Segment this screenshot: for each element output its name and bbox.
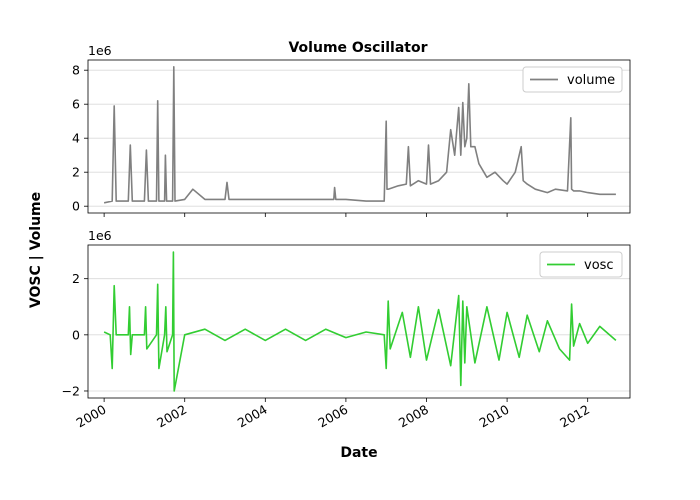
x-tick-label: 2008 xyxy=(396,402,431,431)
legend: vosc xyxy=(539,251,623,278)
series-line-vosc xyxy=(103,251,617,392)
x-tick-label: 2004 xyxy=(235,402,270,431)
y-tick-label: 2 xyxy=(72,271,80,286)
series-line-volume xyxy=(103,66,616,204)
x-tick-label: 2012 xyxy=(557,402,592,431)
y-tick-label: 4 xyxy=(72,131,80,146)
y-tick-label: 0 xyxy=(72,327,80,342)
legend: volume xyxy=(522,66,623,93)
y-tick-label: 8 xyxy=(72,63,80,78)
legend-label: volume xyxy=(567,73,615,88)
y-tick-label: 6 xyxy=(72,97,80,112)
y-axis-label: VOSC | Volume xyxy=(28,192,44,308)
x-tick-label: 2010 xyxy=(477,402,512,431)
plot-frame xyxy=(87,59,631,214)
chart-title: Volume Oscillator xyxy=(288,40,427,56)
y-tick-label: 2 xyxy=(72,165,80,180)
legend-box xyxy=(539,251,623,278)
panel-volume: 0 2 4 6 8 1e6 volume xyxy=(72,43,631,217)
legend-box xyxy=(522,66,623,93)
legend-label: vosc xyxy=(584,258,614,273)
x-tick-label: 2000 xyxy=(74,402,109,431)
y-tick-label: −2 xyxy=(62,383,80,398)
x-axis-label: Date xyxy=(340,445,377,461)
y-axis-multiplier: 1e6 xyxy=(88,228,112,243)
panel-vosc: −2 0 2 1e6 2000 2002 2004 2006 2008 2010 2012 vosc xyxy=(62,228,631,431)
panels: 0 2 4 6 8 1e6 volume −2 0 2 1e6 2000 2002 2004 2006 200… xyxy=(62,43,631,431)
y-axis-multiplier: 1e6 xyxy=(88,43,112,58)
x-tick-label: 2002 xyxy=(154,402,189,431)
y-tick-label: 0 xyxy=(72,199,80,214)
x-tick-label: 2006 xyxy=(315,402,350,431)
plot-frame xyxy=(87,244,631,399)
